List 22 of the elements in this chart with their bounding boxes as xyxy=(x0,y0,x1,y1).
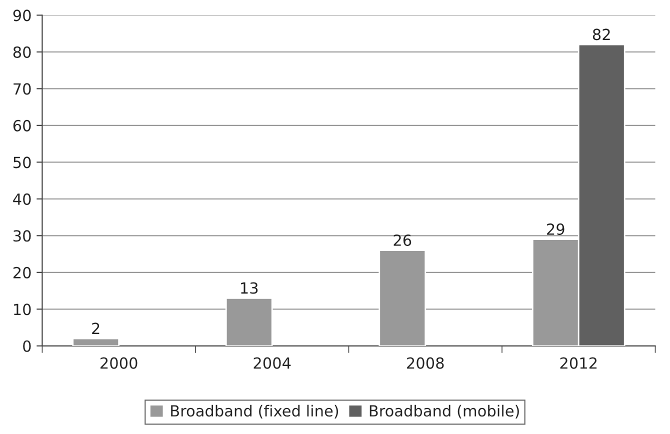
x-tick-label: 2000 xyxy=(100,357,138,369)
bar xyxy=(72,338,120,346)
x-tick-label: 2012 xyxy=(560,357,597,369)
x-tick-label: 2008 xyxy=(407,357,444,369)
data-label: 13 xyxy=(241,282,258,294)
y-tick-label: 50 xyxy=(14,156,31,168)
y-tick-label: 20 xyxy=(13,266,31,278)
y-tick-label: 40 xyxy=(13,193,31,205)
y-tick-label: 30 xyxy=(14,230,31,242)
data-label: 2 xyxy=(92,322,100,334)
data-label: 29 xyxy=(547,223,564,235)
y-tick-label: 10 xyxy=(14,304,31,316)
x-tick-label: 2004 xyxy=(254,357,291,369)
legend-label: Broadband (mobile) xyxy=(370,404,519,418)
y-tick-label: 90 xyxy=(13,10,31,22)
y-tick-label: 60 xyxy=(13,120,31,132)
y-tick-label: 80 xyxy=(13,46,31,58)
y-tick-label: 0 xyxy=(23,340,31,352)
data-label: 82 xyxy=(592,28,610,40)
y-tick-label: 70 xyxy=(14,83,31,95)
data-label: 26 xyxy=(394,234,412,246)
legend-label: Broadband (fixed line) xyxy=(171,404,338,418)
